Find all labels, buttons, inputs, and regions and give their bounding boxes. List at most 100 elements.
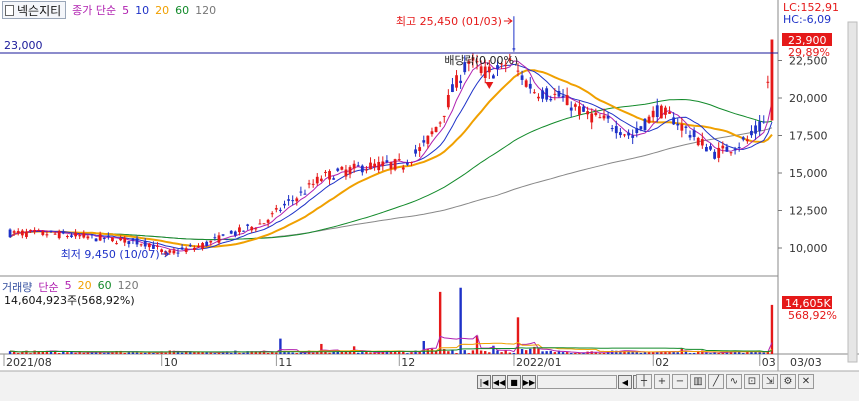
candle-body bbox=[594, 112, 598, 115]
candle-body bbox=[106, 235, 110, 237]
volume-bar bbox=[242, 352, 245, 354]
close-icon[interactable]: ✕ bbox=[798, 374, 814, 389]
candle-body bbox=[410, 162, 413, 164]
candle-body bbox=[143, 240, 147, 247]
candle-body bbox=[377, 161, 381, 171]
crosshair-icon[interactable]: ┼ bbox=[636, 374, 652, 389]
price-tick-label: 17,500 bbox=[789, 130, 828, 143]
ma60-label[interactable]: 60 bbox=[175, 3, 190, 17]
ma20-label[interactable]: 20 bbox=[155, 3, 170, 17]
reference-line-label: 23,000 bbox=[4, 39, 43, 52]
candle-body bbox=[561, 95, 565, 98]
volume-bar bbox=[119, 350, 122, 354]
volume-header: 거래량 단순 5 20 60 120 bbox=[2, 279, 139, 295]
volume-indicator-label[interactable]: 단순 bbox=[38, 281, 59, 294]
volume-bar bbox=[180, 352, 184, 354]
candle-body bbox=[360, 165, 364, 173]
vol-ma20-label[interactable]: 20 bbox=[77, 279, 92, 292]
candle-body bbox=[217, 235, 221, 243]
volume-bar bbox=[504, 350, 507, 354]
volume-bar bbox=[107, 352, 110, 354]
vol-ma5-label[interactable]: 5 bbox=[64, 279, 72, 292]
ma10-label[interactable]: 10 bbox=[135, 3, 150, 17]
candle-body bbox=[483, 66, 487, 78]
candle-body bbox=[721, 145, 725, 149]
candle-body bbox=[57, 231, 61, 239]
candle-body bbox=[590, 113, 594, 123]
scroll-left-button[interactable]: ◀ bbox=[618, 375, 632, 389]
stop-button[interactable]: ■ bbox=[507, 375, 521, 389]
volume-bar bbox=[90, 352, 94, 354]
candle-body bbox=[606, 115, 610, 119]
candle-body bbox=[180, 247, 184, 250]
candle-body bbox=[33, 229, 37, 232]
volume-bar bbox=[213, 353, 217, 354]
volume-bar bbox=[582, 353, 585, 354]
volume-bar bbox=[365, 351, 368, 354]
candle-body bbox=[418, 147, 422, 151]
price-badge bbox=[782, 33, 832, 46]
candle-body bbox=[664, 107, 667, 115]
volume-bar bbox=[451, 350, 454, 354]
volume-bar bbox=[336, 351, 339, 354]
date-tick-label: 03 bbox=[762, 356, 776, 369]
candle-body bbox=[725, 146, 729, 152]
volume-bar bbox=[684, 350, 688, 354]
volume-bar bbox=[406, 353, 409, 354]
date-tick-label: 2021/08 bbox=[6, 356, 52, 369]
zoom-in-icon[interactable]: + bbox=[654, 374, 670, 389]
candle-body bbox=[745, 139, 749, 142]
volume-bar bbox=[82, 352, 85, 354]
candle-body bbox=[176, 252, 180, 254]
reset-view-icon[interactable]: ⊡ bbox=[744, 374, 760, 389]
scroll-rewind-button[interactable]: ◀◀ bbox=[492, 375, 506, 389]
ma5-label[interactable]: 5 bbox=[122, 3, 130, 17]
volume-bar bbox=[328, 352, 331, 354]
volume-bar bbox=[385, 351, 389, 354]
candle-body bbox=[618, 132, 622, 136]
current-volume-value: 14,604,923주(568,92%) bbox=[4, 294, 135, 307]
candle-body bbox=[82, 233, 86, 238]
price-tick-label: 12,500 bbox=[789, 205, 828, 218]
volume-bar bbox=[750, 350, 753, 354]
volume-bar bbox=[500, 352, 503, 354]
scroll-track[interactable] bbox=[537, 375, 617, 389]
volume-bar bbox=[21, 351, 24, 354]
zoom-out-icon[interactable]: − bbox=[672, 374, 688, 389]
volume-bar bbox=[29, 353, 32, 354]
volume-bar bbox=[508, 352, 511, 354]
volume-label[interactable]: 거래량 bbox=[2, 281, 33, 294]
price-indicator-label[interactable]: 종가 단순 bbox=[72, 4, 117, 17]
stock-selector[interactable]: 넥슨지티 bbox=[2, 1, 67, 19]
ma120-label[interactable]: 120 bbox=[195, 3, 217, 17]
bar-type-icon[interactable]: ▥ bbox=[690, 374, 706, 389]
trend-line-icon[interactable]: ╱ bbox=[708, 374, 724, 389]
volume-bar bbox=[627, 351, 630, 354]
volume-bar bbox=[37, 351, 40, 354]
candle-body bbox=[688, 135, 692, 138]
scroll-forward-button[interactable]: ▶▶ bbox=[522, 375, 536, 389]
candle-body bbox=[16, 231, 20, 233]
candle-body bbox=[586, 111, 590, 115]
expand-icon[interactable]: ⇲ bbox=[762, 374, 778, 389]
volume-bar bbox=[8, 351, 12, 354]
wave-icon[interactable]: ∿ bbox=[726, 374, 742, 389]
ma60-line bbox=[9, 98, 773, 241]
scroll-first-button[interactable]: |◀ bbox=[477, 375, 491, 389]
candle-body bbox=[754, 125, 757, 134]
candle-body bbox=[659, 105, 663, 119]
candle-body bbox=[602, 115, 606, 119]
candle-body bbox=[238, 227, 241, 233]
volume-bar bbox=[672, 351, 675, 354]
volume-bar bbox=[58, 352, 61, 354]
volume-bar bbox=[533, 346, 536, 354]
candle-body bbox=[717, 147, 721, 158]
vol-ma60-label[interactable]: 60 bbox=[97, 279, 112, 292]
vol-ma120-label[interactable]: 120 bbox=[117, 279, 139, 292]
candle-body bbox=[762, 121, 766, 123]
candle-body bbox=[696, 137, 700, 146]
settings-icon[interactable]: ⚙ bbox=[780, 374, 796, 389]
candle-body bbox=[41, 230, 45, 235]
